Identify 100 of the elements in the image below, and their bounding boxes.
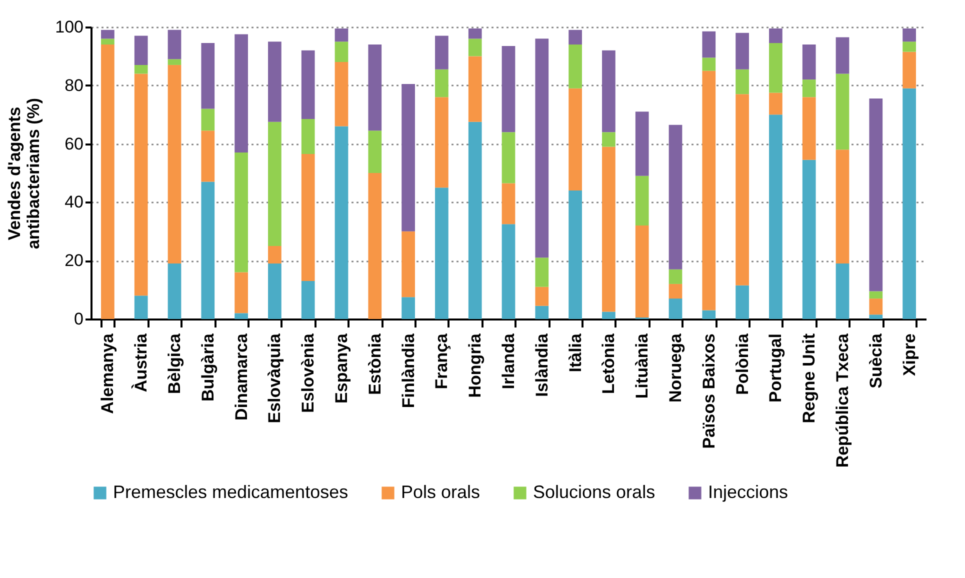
legend-label: Solucions orals [533,482,656,502]
bar [602,132,616,147]
bar [201,182,215,319]
legend-label: Premescles medicamentoses [113,482,348,502]
bar [134,36,148,65]
bar [268,264,282,319]
bar [836,74,850,150]
bar [635,226,649,318]
bar [869,314,883,319]
bar [101,38,114,45]
legend-label: Injeccions [708,482,788,502]
bar [268,42,282,122]
y-tick-label: 40 [64,192,84,212]
bar [702,70,716,310]
bar [134,296,148,319]
x-tick-label: Bulgària [198,332,218,402]
bar [502,183,516,224]
bar [535,38,549,258]
bar [468,122,482,319]
bar [736,285,749,319]
bar [101,30,114,39]
bar [668,269,682,284]
bar [769,92,782,115]
bar [234,313,248,319]
bar [769,28,782,44]
bar [368,173,382,319]
bar [201,43,215,109]
x-tick-label: Eslovàquia [265,332,284,424]
bar [802,97,816,160]
bar [769,43,782,93]
bar [535,306,549,319]
y-tick-label: 60 [64,134,84,154]
bar [301,50,315,119]
bar [234,34,248,153]
bar [836,264,850,319]
bar [201,108,215,131]
bar [869,298,883,315]
bar [268,122,282,246]
x-tick-label: Països Baixos [699,334,718,449]
x-tick-label: Estònia [365,332,384,395]
bar [301,281,315,319]
bar [101,44,114,319]
bar [435,97,448,188]
bar [201,130,215,182]
bar [334,62,348,126]
bar [802,44,816,80]
bar [736,69,749,94]
bar [836,150,850,264]
legend-label: Pols orals [401,482,480,502]
y-tick-label: 80 [64,76,84,95]
x-tick-label: República Txeca [833,332,852,468]
x-tick-label: Àustria [130,332,151,392]
bar [435,36,448,70]
bar [334,126,348,319]
bar [802,80,816,98]
bar [468,56,482,122]
bar [702,58,716,71]
bar [635,176,649,226]
x-tick-label: Polònia [732,332,752,395]
bar [635,112,649,176]
bar [268,246,282,264]
x-tick-label: Portugal [766,334,786,402]
bar [301,154,315,282]
bar [234,272,248,314]
bar [168,64,182,264]
bar [736,94,749,286]
x-tick-label: França [432,332,452,390]
x-tick-label: Regne Unit [800,333,819,424]
bar [668,298,682,319]
bar [402,297,415,319]
x-tick-label: Dinamarca [232,332,251,420]
bar [802,160,816,319]
x-tick-label: Espanya [332,332,351,404]
bar [402,231,415,298]
bar [602,50,616,132]
bar [568,88,582,191]
bar [702,31,716,58]
x-tick-label: Islàndia [532,332,552,397]
y-axis-title: Vendes d'agents antibacteriams (%) [5,98,44,250]
bar [902,42,916,52]
x-tick-label: Hongria [466,332,485,398]
bar [368,44,382,131]
y-tick-label: 0 [74,310,84,328]
bar [869,98,883,292]
bar [902,52,916,88]
x-tick-label: Suècia [866,332,886,388]
bar [902,88,916,319]
bar [702,310,716,319]
bar [402,84,415,232]
bar [568,44,582,88]
bar [234,152,248,272]
x-tick-label: Eslovènia [298,332,318,413]
bar [134,64,148,74]
x-tick-label: Lituània [632,332,652,399]
bar [134,74,148,296]
bar [668,284,682,299]
y-tick-label: 100 [55,18,84,36]
bar [502,46,516,132]
bar [168,30,182,60]
bar [502,132,516,184]
